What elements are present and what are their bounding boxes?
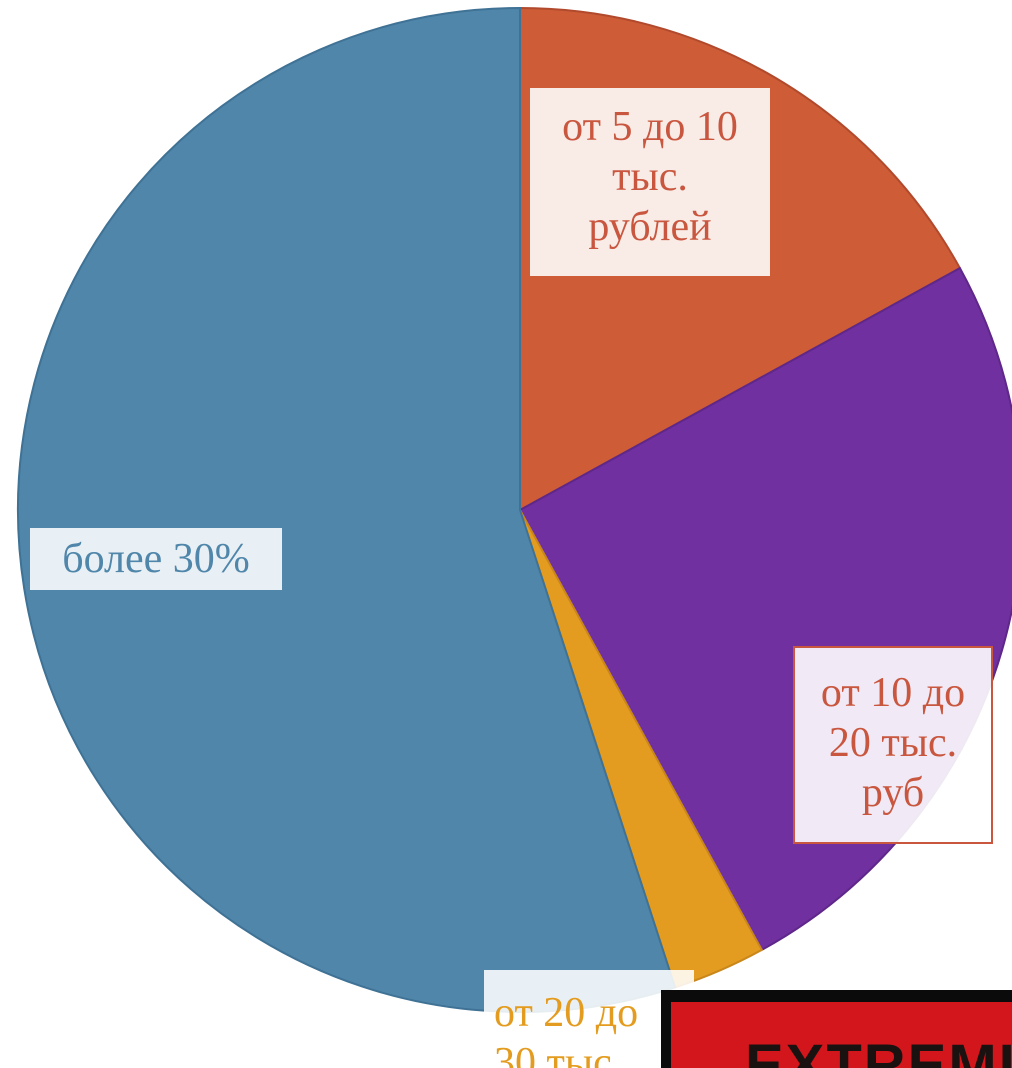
data-label-line: от 10 до	[820, 670, 966, 716]
data-label-line: от 5 до 10	[562, 104, 738, 150]
data-label-line: от 20 до	[494, 990, 639, 1036]
banner-red-field	[671, 1002, 1012, 1068]
data-label-line: рублей	[588, 204, 712, 250]
data-label-slice-2: от 20 до 30 тыс.	[484, 970, 694, 1068]
data-label-line: более 30%	[62, 536, 250, 582]
extremist-banner-image: EXTREMIST	[661, 990, 1012, 1068]
data-label-slice-3: более 30%	[30, 528, 282, 590]
data-label-slice-0: от 5 до 10 тыс. рублей	[530, 88, 770, 276]
data-label-line: 30 тыс.	[494, 1040, 623, 1068]
data-label-slice-1: от 10 до 20 тыс. руб	[793, 646, 993, 844]
banner-text: EXTREMIST	[745, 1033, 1012, 1068]
data-label-line: 20 тыс.	[828, 720, 958, 766]
data-label-line: тыс.	[612, 154, 688, 200]
data-label-line: руб	[861, 770, 925, 816]
pie-slice-3	[17, 6, 677, 1013]
